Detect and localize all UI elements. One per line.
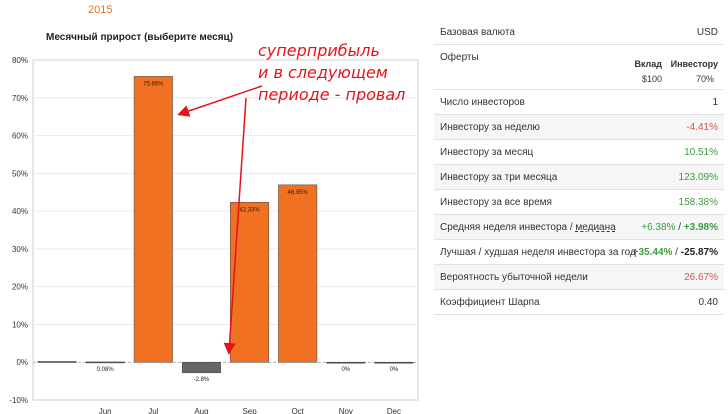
y-tick-label: 60% [12,132,28,141]
best-worst-label: Лучшая / худшая неделя инвестора за год [440,247,636,258]
avg-week-sep: / [675,222,684,233]
three-months-value: 123.09% [678,172,718,183]
median-link[interactable]: медиана [575,222,616,233]
x-tick-label: Aug [194,407,208,414]
annotation-line-3: периоде - провал [258,85,406,104]
avg-week-label-text: Средняя неделя инвестора / [440,222,576,233]
bar [85,361,125,364]
week-value: -4.41% [686,122,718,133]
three-months-label: Инвестору за три месяца [440,172,558,183]
y-tick-label: 0% [16,358,28,367]
row-best-worst: Лучшая / худшая неделя инвестора за год … [434,239,724,264]
y-tick-label: 40% [12,207,28,216]
bar-data-label: 75.66% [143,81,164,87]
row-loss-prob: Вероятность убыточной недели 26.67% [434,264,724,289]
sharpe-label: Коэффициент Шарпа [440,297,540,308]
loss-prob-value: 26.67% [684,272,718,283]
base-currency-label: Базовая валюта [440,27,515,38]
all-time-value: 158.38% [678,197,718,208]
year-label[interactable]: 2015 [88,4,113,16]
loss-prob-label: Вероятность убыточной недели [440,272,588,283]
bar [37,361,77,363]
stats-table: Базовая валюта USD Оферты Вклад Инвестор… [434,20,724,315]
annotation-line-2: и в следующем [258,63,388,82]
sharpe-value: 0.40 [698,297,718,308]
avg-week-value: +6.38% / +3.98% [641,222,718,233]
avg-week-mean: +6.38% [641,222,676,233]
bar-data-label: 0% [341,367,350,373]
best-week-value: +35.44% [632,247,673,258]
offers-col2-head: Инвестору [670,59,718,69]
offers-col2-value: 70% [695,74,714,84]
x-tick-label: Oct [291,407,304,414]
bar [230,202,270,363]
x-tick-label: Dec [387,407,401,414]
bar-data-label: 0% [390,367,399,373]
x-tick-label: Sep [242,407,257,414]
bar [181,361,221,374]
plot-frame [32,59,419,401]
y-tick-label: 30% [12,245,28,254]
x-tick-label: Jun [99,407,112,414]
bar-data-label: 42.33% [239,207,260,213]
chart-title: Месячный прирост (выберите месяц) [46,32,234,43]
row-investors: Число инвесторов 1 [434,89,724,114]
annotation-line-1: суперприбыль [258,41,380,60]
best-worst-value: +35.44% / -25.87% [633,247,718,258]
annotation-text: суперприбыль и в следующем периоде - про… [258,40,405,106]
row-base-currency: Базовая валюта USD [434,20,724,44]
y-tick-label: 10% [12,320,28,329]
y-tick-label: 50% [12,169,28,178]
base-currency-value: USD [696,27,718,38]
week-label: Инвестору за неделю [440,122,540,133]
all-time-label: Инвестору за все время [440,197,552,208]
offers-label: Оферты [440,52,479,63]
bar-data-label: 46.95% [288,190,309,196]
row-week: Инвестору за неделю -4.41% [434,114,724,139]
bar [326,361,366,364]
worst-week-value: -25.87% [680,247,718,258]
bar-data-label: -2.8% [194,377,210,383]
y-tick-label: 20% [12,283,28,292]
investors-label: Число инвесторов [440,97,525,108]
row-sharpe: Коэффициент Шарпа 0.40 [434,289,724,315]
row-three-months: Инвестору за три месяца 123.09% [434,164,724,189]
bar-data-label: 0.08% [97,367,115,373]
row-avg-week: Средняя неделя инвестора / медиана +6.38… [434,214,724,239]
best-worst-sep: / [672,247,681,258]
row-offers: Оферты Вклад Инвестору $100 70% [434,44,724,89]
x-tick-label: Nov [339,407,353,414]
x-tick-label: Jul [148,407,158,414]
avg-week-median: +3.98% [683,222,718,233]
row-month: Инвестору за месяц 10.51% [434,139,724,164]
row-all-time: Инвестору за все время 158.38% [434,189,724,214]
y-tick-label: 70% [12,94,28,103]
offers-col1-value: $100 [641,74,662,84]
offers-col1-head: Вклад [634,59,662,69]
investors-value: 1 [712,97,718,108]
bar [278,184,318,363]
y-tick-label: -10% [9,396,28,405]
bar [374,361,414,364]
avg-week-label: Средняя неделя инвестора / медиана [440,222,616,233]
bar [133,76,173,363]
month-label: Инвестору за месяц [440,147,534,158]
month-value: 10.51% [684,147,718,158]
y-tick-label: 80% [12,56,28,65]
